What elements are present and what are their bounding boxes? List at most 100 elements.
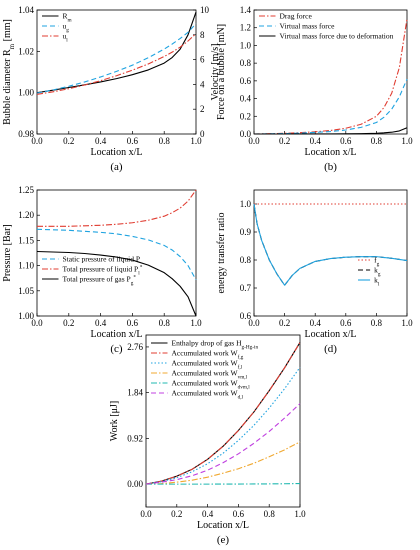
y-axis-label: Force on a bubble [mN]: [216, 24, 227, 120]
label-text-span: R: [63, 12, 68, 21]
label-text-span: f,g: [238, 354, 244, 361]
series-line-1: [36, 11, 197, 94]
y-tick-label: 0.98: [18, 129, 34, 139]
x-tick: 0.6: [127, 136, 139, 146]
legend-entry: Static pressure of liquid P: [63, 255, 141, 264]
label-text-span: energy transfer ratio: [216, 213, 227, 294]
y-tick: 0.00: [127, 479, 143, 489]
chart-panel-2: 0.0 0.2 0.4 0.6 0.8 1.0 0.0 0.2 0.4 0.6 0.8 1.0 1.2 1…: [216, 5, 413, 173]
x-tick: 0.4: [310, 136, 322, 146]
y-tick: 0.9: [240, 227, 252, 237]
y-axis-label: Pressure [Bar]: [2, 224, 13, 281]
y-right-tick: 4: [200, 79, 205, 89]
y-tick: 1.15: [18, 235, 34, 245]
chart-panel-1: 0.0 0.2 0.4 0.6 0.8 1.0 0.98 1.00 1.02 1.04 0 2 4 6 8 1…: [2, 5, 221, 173]
label-text-span: Total pressure of gas P: [63, 275, 131, 284]
x-tick-label: 0.4: [202, 509, 214, 519]
y-tick-label: 0.0: [240, 129, 252, 139]
series-line-2: [145, 342, 301, 485]
y-tick-label: 0.6: [240, 311, 252, 321]
series-line-3: [254, 127, 408, 135]
label-text-span: l: [378, 282, 380, 288]
y-tick: 0.8: [240, 58, 252, 68]
y-tick-label: 2.76: [127, 342, 143, 352]
y-tick-label: 0.4: [240, 94, 252, 104]
legend-entry: kg: [374, 266, 381, 278]
y-axis-label: energy transfer ratio: [216, 213, 227, 294]
y-tick: 1.20: [18, 210, 34, 220]
y-tick-label: 1.25: [18, 185, 34, 195]
label-text-span: l: [138, 271, 140, 277]
x-tick: 0.6: [340, 136, 352, 146]
series-line-2: [36, 23, 197, 94]
legend-entry: Virtual mass force due to deformation: [280, 32, 394, 41]
chart-panel-3: 0.0 0.2 0.4 0.6 0.8 1.0 1.00 1.05 1.10 1.15 1.20 1.…: [2, 185, 202, 355]
y-tick-label: 1.4: [240, 5, 252, 15]
x-tick-label: 0.2: [63, 136, 74, 146]
label-text-span: Accumulated work W: [172, 359, 239, 368]
x-tick: 0.2: [171, 509, 182, 519]
x-tick: 0.0: [31, 136, 43, 146]
y-tick: 2.76: [127, 342, 143, 352]
label-text-span: *: [133, 275, 136, 281]
y-tick-label: 0.00: [127, 479, 143, 489]
y-right-tick-label: 2: [200, 104, 205, 114]
x-tick-label: 0.6: [233, 509, 245, 519]
x-tick: 0.0: [140, 509, 152, 519]
x-tick: 0.6: [233, 509, 245, 519]
panel-label: (a): [110, 161, 123, 173]
x-tick: 0.0: [31, 318, 43, 328]
x-tick: 1.0: [401, 136, 413, 146]
label-text-span: Pressure [Bar]: [2, 224, 13, 281]
x-tick-label: 0.8: [371, 136, 383, 146]
y-tick-label: 1.84: [127, 388, 143, 398]
x-tick-label: 0.0: [248, 136, 260, 146]
series-line-3: [36, 33, 197, 95]
x-axis-label: Location x/L: [305, 329, 357, 340]
legend-entry: Total pressure of gas Pg*: [63, 275, 137, 287]
label-text-span: Accumulated work W: [172, 349, 239, 358]
label-text-span: Virtual mass force: [280, 22, 336, 31]
x-tick-label: 0.2: [279, 136, 290, 146]
y-tick-label: 1.00: [18, 88, 34, 98]
chart-panel-4: 0.0 0.2 0.4 0.6 0.8 1.0 0.6 0.7 0.8 0.9 1.0 Locatio…: [216, 189, 413, 355]
y-tick-label: 1.2: [240, 23, 251, 33]
y-tick-label: 0.92: [127, 433, 143, 443]
y-tick-label: 1.0: [240, 199, 252, 209]
x-axis-label: Location x/L: [197, 520, 249, 531]
legend-entry: Drag force: [280, 12, 313, 21]
x-tick-label: 0.6: [127, 136, 139, 146]
y-tick-label: 0.8: [240, 58, 252, 68]
plot-frame: [36, 9, 197, 135]
y-tick-label: 0.9: [240, 227, 252, 237]
x-tick: 0.4: [202, 509, 214, 519]
legend-entry: fg: [374, 256, 380, 268]
legend-entry: ug: [63, 22, 70, 34]
label-text-span: dvm,l: [238, 385, 251, 391]
label-text-span: g: [66, 28, 69, 34]
label-text-span: Total pressure of liquid P: [63, 265, 139, 274]
x-tick: 0.4: [310, 318, 322, 328]
y-tick: 1.4: [240, 5, 252, 15]
y-tick-label: 1.10: [18, 261, 34, 271]
x-tick-label: 1.0: [294, 509, 306, 519]
x-tick-label: 0.4: [310, 136, 322, 146]
series-line-6: [145, 403, 301, 485]
y-right-tick-label: 10: [200, 5, 210, 15]
y-tick: 0.92: [127, 433, 143, 443]
y-tick: 1.2: [240, 23, 251, 33]
series-line-2: [253, 78, 408, 135]
label-text-span: g-H: [242, 345, 250, 351]
x-tick-label: 0.0: [248, 318, 260, 328]
y-right-tick-label: 0: [200, 129, 205, 139]
x-tick: 1.0: [190, 136, 202, 146]
label-text-span: g: [378, 272, 381, 278]
panel-label: (c): [110, 343, 123, 355]
label-text-span: Drag force: [280, 12, 313, 21]
label-text-span: g: [377, 262, 380, 268]
series-line-3: [253, 203, 408, 286]
